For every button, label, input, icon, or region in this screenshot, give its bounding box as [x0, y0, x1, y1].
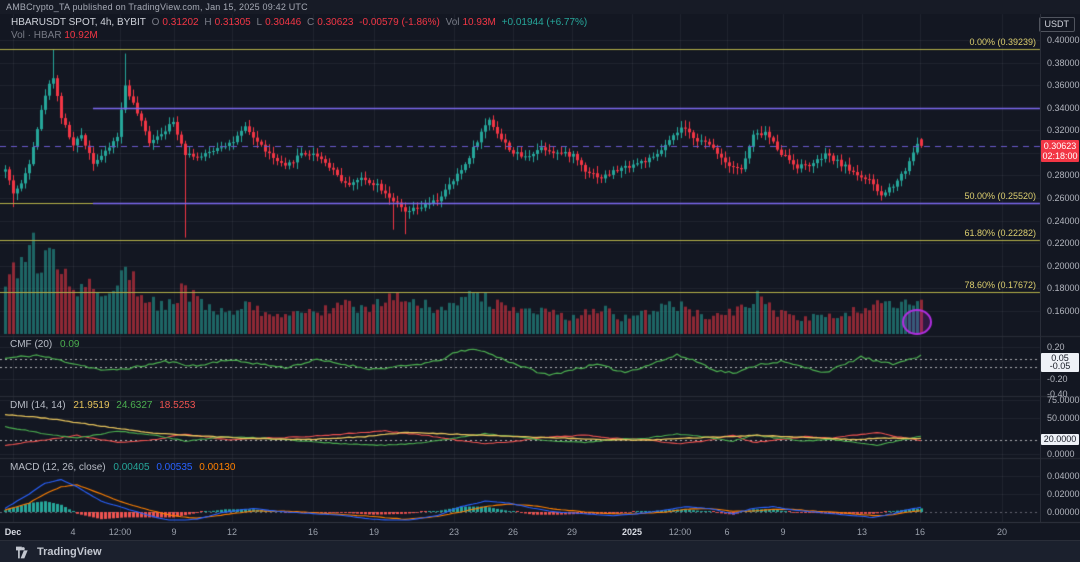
price-axis-label: 0.40000 — [1047, 35, 1080, 45]
close-value: 0.30623 — [317, 17, 354, 28]
cmf-scale-label: 0.20 — [1047, 342, 1065, 353]
low-label: L — [256, 17, 263, 28]
tradingview-brand[interactable]: TradingView — [37, 546, 102, 558]
symbol-title[interactable]: HBARUSDT SPOT, 4h, BYBIT — [11, 17, 146, 28]
open-label: O — [151, 17, 160, 28]
dmi-title[interactable]: DMI (14, 14) — [10, 400, 66, 411]
price-axis-label: 0.24000 — [1047, 215, 1080, 226]
fib-level-label: 61.80% (0.22282) — [964, 228, 1036, 239]
time-axis-label: 4 — [70, 527, 76, 537]
price-scale[interactable]: 0.40000 0.38000 0.36000 0.34000 0.32000 0.280… — [1040, 14, 1080, 522]
price-axis-label: 0.26000 — [1047, 193, 1080, 204]
dmi-level-badge: 20.0000 — [1041, 433, 1079, 445]
time-scale[interactable]: Dec 4 12:00 9 12 16 19 23 26 29 2025 12:00 6 9 13 16 20 — [0, 522, 1080, 541]
cmf-title[interactable]: CMF (20) — [10, 339, 53, 350]
fib-level-label: 0.00% (0.39239) — [969, 36, 1036, 47]
close-label: C — [307, 17, 315, 28]
cmf-value: 0.09 — [60, 339, 80, 350]
attribution-bar: AMBCrypto_TA published on TradingView.co… — [0, 0, 1080, 14]
time-axis-label: 16 — [914, 527, 926, 537]
macd-hist-value: 0.00405 — [113, 462, 150, 473]
attribution-text: AMBCrypto_TA published on TradingView.co… — [6, 2, 308, 12]
last-price-value: 0.30623 — [1043, 140, 1077, 151]
dmi-adx-value: 21.9519 — [73, 400, 110, 411]
price-axis-label: 0.22000 — [1047, 238, 1080, 249]
price-axis-label: 0.36000 — [1047, 80, 1080, 91]
macd-title[interactable]: MACD (12, 26, close) — [10, 462, 106, 473]
time-axis-label: 6 — [724, 527, 730, 537]
price-axis-label: 0.18000 — [1047, 283, 1080, 294]
price-axis-label: 0.34000 — [1047, 102, 1080, 113]
change-value: -0.00579 (-1.86%) — [359, 17, 440, 28]
dmi-scale-label: 75.0000 — [1047, 395, 1080, 405]
symbol-legend: HBARUSDT SPOT, 4h, BYBIT O 0.31202 H 0.313… — [11, 17, 590, 28]
high-label: H — [204, 17, 212, 28]
tradingview-logo-icon[interactable] — [16, 546, 31, 559]
bar-countdown: 02:18:00 — [1042, 150, 1078, 161]
time-axis-label: 20 — [996, 527, 1008, 537]
time-axis-label: 12 — [226, 527, 238, 537]
price-axis-label: 0.38000 — [1047, 57, 1080, 68]
cmf-scale-label: -0.20 — [1047, 373, 1068, 384]
macd-signal-value: 0.00130 — [199, 462, 236, 473]
volume-indicator-value: 10.92M — [64, 30, 98, 41]
price-axis-label: 0.20000 — [1047, 260, 1080, 271]
price-axis-label: 0.28000 — [1047, 170, 1080, 181]
cmf-legend: CMF (20) 0.09 — [10, 339, 79, 350]
macd-legend: MACD (12, 26, close) 0.00405 0.00535 0.0… — [10, 462, 235, 473]
time-axis-label: 29 — [566, 527, 578, 537]
macd-line-value: 0.00535 — [156, 462, 193, 473]
time-axis-label: 19 — [368, 527, 380, 537]
volume-legend: Vol · HBAR 10.92M — [11, 30, 98, 41]
currency-unit-button[interactable]: USDT — [1038, 17, 1075, 32]
volume-indicator-title[interactable]: Vol · HBAR — [11, 30, 62, 41]
open-value: 0.31202 — [162, 17, 199, 28]
dmi-legend: DMI (14, 14) 21.9519 24.6327 18.5253 — [10, 400, 195, 411]
time-axis-label: 12:00 — [108, 527, 132, 537]
time-axis-label: 23 — [448, 527, 460, 537]
fib-level-label: 50.00% (0.25520) — [964, 191, 1036, 202]
volume-change: +0.01944 (+6.77%) — [501, 17, 588, 28]
macd-scale-label: 0.00000 — [1047, 507, 1080, 517]
macd-scale-label: 0.04000 — [1047, 471, 1080, 481]
dmi-minusdi-value: 18.5253 — [159, 400, 196, 411]
time-axis-label: 12:00 — [668, 527, 692, 537]
volume-value: 10.93M — [462, 17, 496, 28]
price-axis-label: 0.16000 — [1047, 305, 1080, 316]
time-axis-label: Dec — [4, 527, 22, 537]
time-axis-label: 26 — [507, 527, 519, 537]
dmi-scale-label: 0.0000 — [1047, 449, 1075, 459]
cmf-level-badge: 0.05 — [1041, 353, 1079, 365]
volume-label: Vol — [445, 17, 460, 28]
macd-scale-label: 0.02000 — [1047, 489, 1080, 499]
cmf-scale-label: -0.40 — [1047, 389, 1068, 400]
high-value: 0.31305 — [214, 17, 251, 28]
dmi-scale-label: 50.0000 — [1047, 413, 1080, 423]
low-value: 0.30446 — [265, 17, 302, 28]
last-price-badge: 0.30623 02:18:00 — [1041, 139, 1079, 162]
dmi-plusdi-value: 24.6327 — [116, 400, 153, 411]
time-axis-label: 9 — [780, 527, 786, 537]
cmf-level-badge: -0.05 — [1041, 360, 1079, 372]
footer-bar: TradingView — [0, 540, 1080, 562]
time-axis-label: 9 — [171, 527, 177, 537]
price-axis-label: 0.32000 — [1047, 125, 1080, 136]
time-axis-label: 16 — [307, 527, 319, 537]
fib-level-label: 78.60% (0.17672) — [964, 280, 1036, 291]
time-axis-label: 2025 — [621, 527, 643, 537]
time-axis-label: 13 — [856, 527, 868, 537]
